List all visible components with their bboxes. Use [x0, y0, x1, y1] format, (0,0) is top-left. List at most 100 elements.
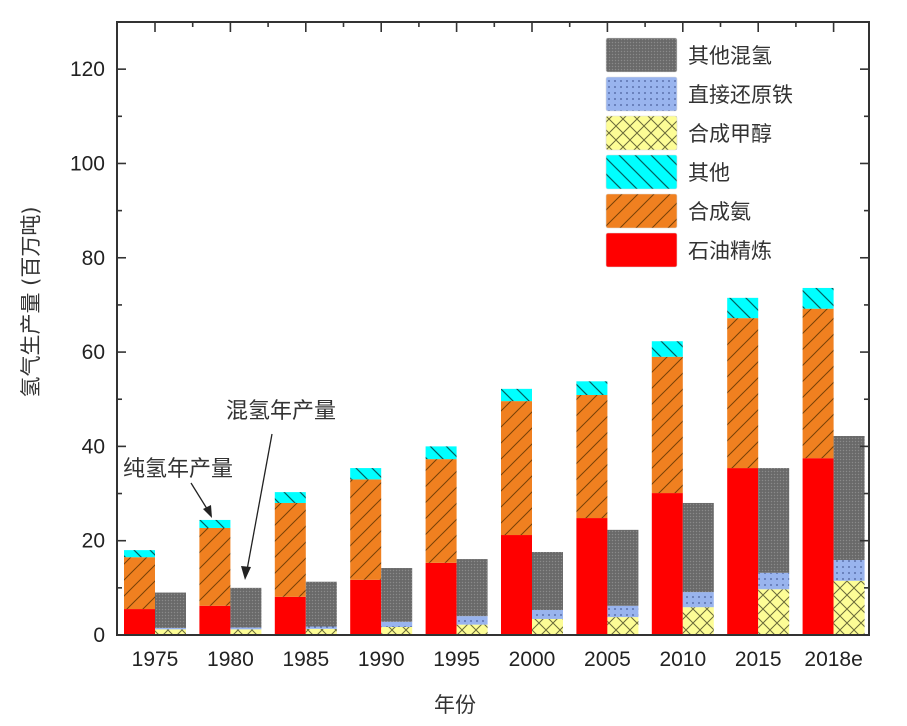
bars-layer — [124, 287, 865, 635]
bar-segment-direct-reduced-iron-1990 — [381, 621, 413, 627]
legend-item-ammonia-synthesis: 合成氨 — [605, 193, 751, 229]
bar-segment-other-pure-1995 — [425, 446, 457, 460]
legend-item-other-pure: 其他 — [605, 154, 730, 190]
bar-segment-oil-refining-2015 — [727, 468, 759, 635]
bar-segment-other-mixed-2010 — [682, 502, 714, 593]
bar-segment-methanol-synthesis-2000 — [532, 618, 563, 635]
bar-segment-oil-refining-1975 — [124, 609, 155, 635]
legend-item-methanol-synthesis: 合成甲醇 — [605, 115, 772, 151]
bar-segment-other-pure-1975 — [124, 550, 155, 558]
annotation-pure-hydrogen: 纯氢年产量 — [123, 457, 233, 482]
bar-segment-methanol-synthesis-2010 — [682, 607, 714, 635]
bar-segment-direct-reduced-iron-2015 — [758, 572, 790, 590]
bar-segment-oil-refining-2018e — [802, 458, 834, 635]
bar-segment-other-mixed-1980 — [230, 587, 262, 628]
bar-segment-other-mixed-1975 — [155, 592, 186, 628]
bar-segment-other-pure-1980 — [199, 519, 231, 528]
bar-segment-methanol-synthesis-2015 — [758, 589, 790, 635]
bar-segment-other-mixed-1990 — [381, 568, 413, 622]
annotation-pure-arrowhead — [203, 505, 212, 518]
legend-swatch-other-mixed — [605, 37, 678, 73]
bar-segment-other-pure-2015 — [727, 297, 759, 319]
bar-segment-ammonia-synthesis-2015 — [727, 318, 759, 469]
bar-segment-ammonia-synthesis-2005 — [576, 394, 608, 519]
y-tick-label-0: 0 — [93, 624, 105, 647]
legend-swatch-other-pure — [605, 154, 678, 190]
legend-label-oil-refining: 石油精炼 — [688, 239, 772, 263]
legend-swatch-direct-reduced-iron — [605, 76, 678, 112]
x-tick-label-1980: 1980 — [207, 648, 254, 671]
bar-segment-ammonia-synthesis-1985 — [274, 502, 306, 597]
bar-segment-direct-reduced-iron-1985 — [305, 626, 337, 629]
x-tick-label-1990: 1990 — [358, 648, 405, 671]
bar-segment-other-mixed-1985 — [305, 581, 337, 627]
bar-segment-other-mixed-1995 — [456, 559, 488, 617]
bar-segment-methanol-synthesis-1995 — [456, 624, 488, 635]
legend-item-other-mixed: 其他混氢 — [605, 37, 772, 73]
bar-segment-methanol-synthesis-1990 — [381, 626, 413, 635]
y-axis-label: 氢气生产量 (百万吨) — [19, 206, 43, 397]
bar-segment-ammonia-synthesis-1980 — [199, 527, 231, 606]
bar-segment-ammonia-synthesis-1975 — [124, 557, 155, 610]
x-tick-label-1985: 1985 — [282, 648, 329, 671]
bar-segment-direct-reduced-iron-2018e — [833, 560, 865, 581]
bar-segment-ammonia-synthesis-2018e — [802, 308, 834, 459]
x-tick-label-1995: 1995 — [433, 648, 480, 671]
bar-segment-oil-refining-1990 — [350, 579, 382, 635]
x-tick-label-2010: 2010 — [659, 648, 706, 671]
bar-segment-other-mixed-2000 — [532, 552, 563, 611]
bar-segment-oil-refining-2005 — [576, 518, 608, 635]
annotation-mixed-arrowhead — [241, 566, 251, 580]
x-tick-label-2005: 2005 — [584, 648, 631, 671]
bar-segment-oil-refining-1980 — [199, 605, 231, 635]
bar-segment-methanol-synthesis-1975 — [155, 629, 186, 635]
annotation-pure-arrow-line — [190, 482, 210, 513]
y-tick-label-120: 120 — [70, 58, 105, 81]
bar-segment-other-pure-1985 — [274, 492, 306, 503]
bar-segment-direct-reduced-iron-1980 — [230, 627, 262, 630]
bar-segment-other-pure-2010 — [651, 341, 683, 357]
bar-segment-ammonia-synthesis-2010 — [651, 356, 683, 494]
bar-segment-methanol-synthesis-2018e — [833, 580, 865, 635]
y-tick-label-100: 100 — [70, 152, 105, 175]
annotations-layer: 纯氢年产量 混氢年产量 — [123, 399, 336, 580]
bar-segment-direct-reduced-iron-1975 — [155, 627, 186, 630]
legend-swatch-oil-refining — [605, 232, 678, 268]
plot-frame — [116, 21, 870, 636]
bar-segment-methanol-synthesis-1985 — [305, 628, 337, 635]
bar-segment-other-pure-2000 — [501, 388, 532, 402]
y-tick-label-80: 80 — [82, 247, 105, 270]
x-axis-label: 年份 — [434, 693, 476, 717]
legend-item-direct-reduced-iron: 直接还原铁 — [605, 76, 793, 112]
bar-segment-other-mixed-2015 — [758, 468, 790, 573]
x-tick-label-1975: 1975 — [132, 648, 179, 671]
bar-segment-oil-refining-2000 — [501, 535, 532, 635]
annotation-mixed-hydrogen: 混氢年产量 — [226, 399, 336, 424]
bar-segment-methanol-synthesis-1980 — [230, 629, 262, 635]
legend-label-direct-reduced-iron: 直接还原铁 — [688, 83, 793, 107]
y-tick-label-20: 20 — [82, 530, 105, 553]
bar-segment-ammonia-synthesis-1995 — [425, 459, 457, 563]
bar-segment-direct-reduced-iron-2010 — [682, 592, 714, 608]
bar-segment-direct-reduced-iron-2000 — [532, 610, 563, 619]
legend-label-methanol-synthesis: 合成甲醇 — [688, 122, 772, 146]
x-tick-label-2015: 2015 — [735, 648, 782, 671]
annotation-mixed-arrow-line — [246, 433, 273, 571]
legend-item-oil-refining: 石油精炼 — [605, 232, 772, 268]
bar-segment-direct-reduced-iron-1995 — [456, 616, 488, 625]
bar-segment-methanol-synthesis-2005 — [607, 617, 639, 635]
x-tick-label-2000: 2000 — [509, 648, 556, 671]
bar-segment-ammonia-synthesis-1990 — [350, 479, 382, 580]
tick-labels-layer: 0 20 40 60 80 100 120 1975 1980 1985 1990 1995 2000 2… — [70, 58, 863, 671]
bar-segment-ammonia-synthesis-2000 — [501, 401, 532, 536]
bar-segment-other-pure-2005 — [576, 381, 608, 395]
bar-segment-other-pure-1990 — [350, 468, 382, 480]
bar-segment-oil-refining-1985 — [274, 596, 306, 635]
bar-segment-other-pure-2018e — [802, 287, 834, 309]
legend-label-other-mixed: 其他混氢 — [688, 44, 772, 68]
y-tick-label-40: 40 — [82, 435, 105, 458]
legend-label-other-pure: 其他 — [688, 161, 730, 185]
legend-swatch-ammonia-synthesis — [605, 193, 678, 229]
